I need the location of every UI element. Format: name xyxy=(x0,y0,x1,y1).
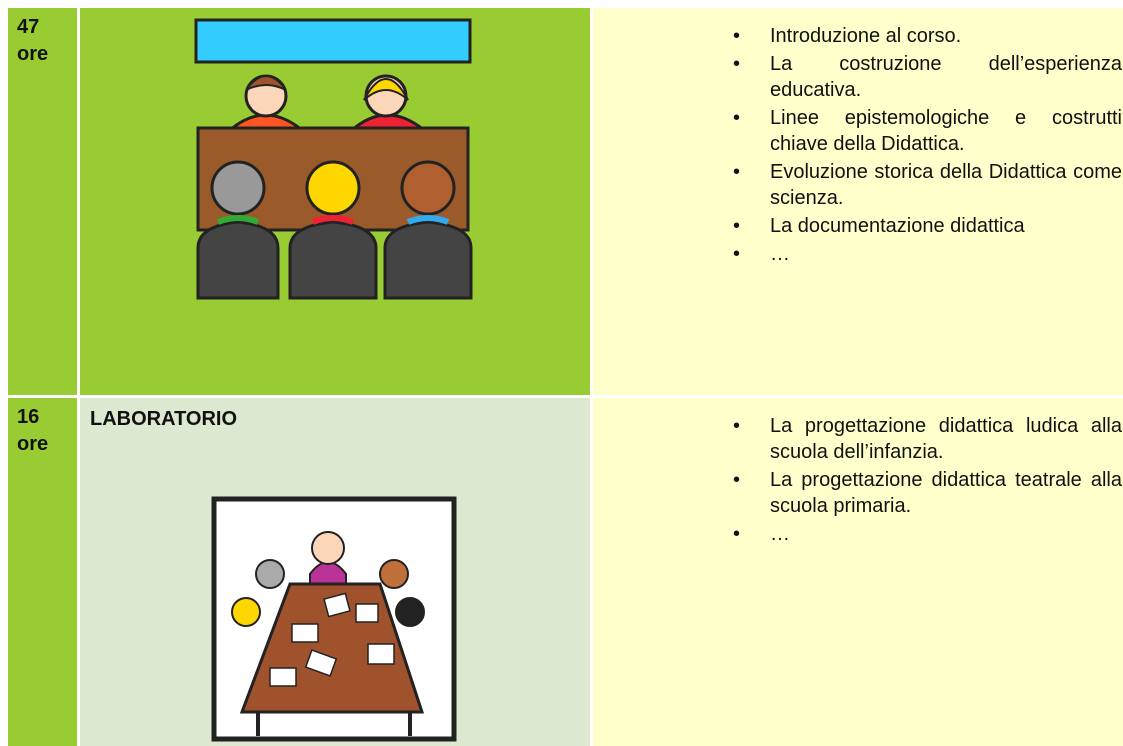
hours: 16 xyxy=(17,406,40,428)
illustration-cell: LABORATORIO xyxy=(80,398,590,746)
unit: ore xyxy=(17,433,49,455)
hours-cell: 16 ore xyxy=(8,398,77,746)
lecture-illustration xyxy=(194,18,473,300)
topic-item: … xyxy=(733,241,1122,267)
hours-cell: 47 ore xyxy=(8,8,77,395)
topics-cell: Introduzione al corso.La costruzione del… xyxy=(593,8,1123,395)
label: LABORATORIO xyxy=(90,408,238,430)
topic-item: La costruzione dell’esperienza educativa… xyxy=(733,51,1122,103)
hours: 47 xyxy=(17,16,40,38)
topic-item: Evoluzione storica della Didattica come … xyxy=(733,159,1122,211)
topics-cell: La progettazione didattica ludica alla s… xyxy=(593,398,1123,746)
topic-item: Introduzione al corso. xyxy=(733,23,1122,49)
topic-item: … xyxy=(733,521,1122,547)
unit: ore xyxy=(17,43,49,65)
topic-item: La documentazione didattica xyxy=(733,213,1122,239)
topic-item: La progettazione didattica teatrale alla… xyxy=(733,467,1122,519)
illustration-cell xyxy=(80,8,590,395)
workshop-illustration xyxy=(211,496,457,742)
topic-list: Introduzione al corso.La costruzione del… xyxy=(733,23,1122,269)
topic-item: Linee epistemologiche e costrutti chiave… xyxy=(733,105,1122,157)
topic-list: La progettazione didattica ludica alla s… xyxy=(733,413,1122,549)
topic-item: La progettazione didattica ludica alla s… xyxy=(733,413,1122,465)
